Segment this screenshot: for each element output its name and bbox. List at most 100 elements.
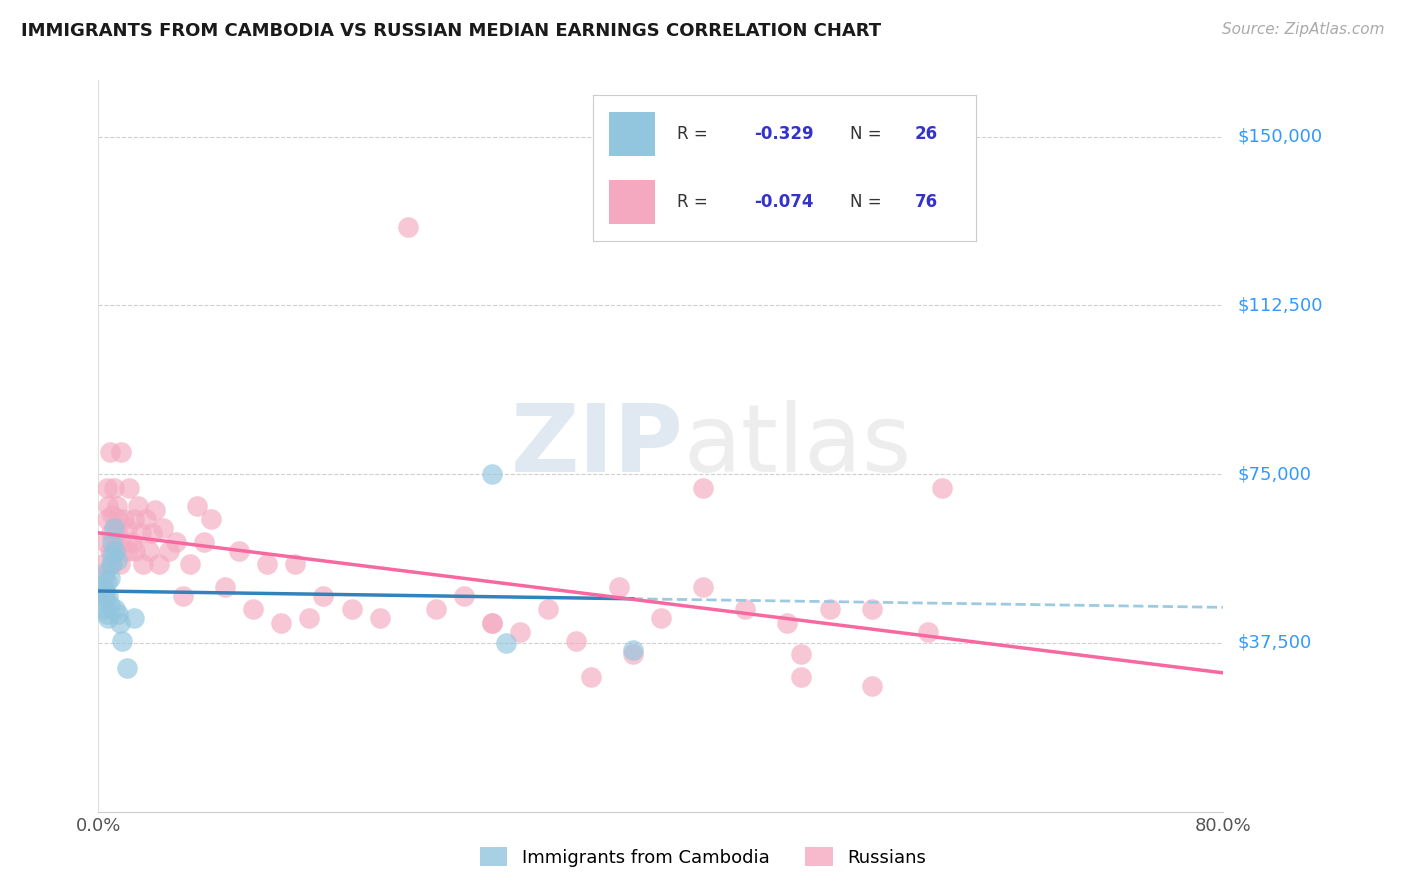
Point: [111, 633, 134, 648]
Point: [621, 647, 644, 661]
Point: [105, 499, 128, 513]
Point: [818, 602, 841, 616]
Point: [110, 444, 132, 458]
Point: [579, 670, 602, 684]
Point: [115, 661, 138, 675]
Point: [165, 534, 187, 549]
Point: [101, 534, 124, 549]
Point: [94, 534, 117, 549]
Text: Source: ZipAtlas.com: Source: ZipAtlas.com: [1222, 22, 1385, 37]
Point: [104, 543, 127, 558]
Point: [565, 633, 588, 648]
Text: atlas: atlas: [683, 400, 911, 492]
Point: [148, 557, 170, 571]
Point: [105, 525, 128, 540]
Point: [121, 534, 143, 549]
Text: ZIP: ZIP: [510, 400, 683, 492]
Text: $150,000: $150,000: [1237, 128, 1322, 145]
Point: [96, 512, 118, 526]
Point: [607, 580, 630, 594]
Point: [340, 602, 363, 616]
Point: [242, 602, 264, 616]
Point: [509, 624, 531, 639]
Point: [860, 679, 883, 693]
Point: [368, 611, 391, 625]
Point: [790, 647, 813, 661]
Point: [96, 607, 118, 621]
Point: [917, 624, 939, 639]
Point: [101, 557, 124, 571]
Point: [214, 580, 236, 594]
Point: [172, 589, 194, 603]
Point: [101, 548, 124, 562]
Point: [228, 543, 250, 558]
Point: [104, 543, 127, 558]
Point: [97, 611, 120, 625]
Text: $37,500: $37,500: [1237, 634, 1312, 652]
Point: [734, 602, 756, 616]
Point: [93, 571, 115, 585]
Point: [118, 481, 141, 495]
Point: [112, 512, 135, 526]
Point: [256, 557, 278, 571]
Point: [96, 481, 118, 495]
Point: [495, 636, 517, 650]
Point: [103, 521, 125, 535]
Point: [481, 467, 503, 482]
Point: [152, 521, 174, 535]
Point: [122, 611, 145, 625]
Point: [93, 593, 115, 607]
Point: [193, 534, 215, 549]
Point: [481, 615, 503, 630]
Text: $75,000: $75,000: [1237, 465, 1312, 483]
Point: [94, 584, 117, 599]
Point: [97, 589, 120, 603]
Point: [91, 557, 114, 571]
Point: [98, 444, 121, 458]
Point: [860, 602, 883, 616]
Point: [108, 557, 131, 571]
Point: [117, 543, 139, 558]
Point: [132, 557, 155, 571]
Point: [179, 557, 201, 571]
Point: [138, 543, 160, 558]
Point: [537, 602, 560, 616]
Point: [107, 512, 129, 526]
Point: [108, 615, 131, 630]
Text: $112,500: $112,500: [1237, 296, 1323, 314]
Point: [621, 642, 644, 657]
Point: [96, 575, 118, 590]
Point: [931, 481, 953, 495]
Point: [103, 481, 125, 495]
Point: [453, 589, 475, 603]
Point: [115, 521, 138, 535]
Point: [270, 615, 292, 630]
Point: [100, 557, 122, 571]
Point: [107, 607, 129, 621]
Point: [124, 543, 146, 558]
Point: [104, 602, 127, 616]
Point: [101, 508, 124, 522]
Point: [105, 552, 128, 566]
Point: [111, 534, 134, 549]
Point: [692, 580, 714, 594]
Point: [692, 481, 714, 495]
Point: [94, 566, 117, 581]
Point: [135, 512, 157, 526]
Point: [298, 611, 321, 625]
Point: [425, 602, 447, 616]
Point: [481, 615, 503, 630]
Point: [284, 557, 307, 571]
Point: [776, 615, 799, 630]
Point: [98, 571, 121, 585]
Point: [93, 602, 115, 616]
Point: [157, 543, 180, 558]
Point: [94, 589, 117, 603]
Point: [312, 589, 335, 603]
Point: [100, 525, 122, 540]
Point: [396, 219, 419, 234]
Point: [91, 580, 114, 594]
Point: [141, 525, 163, 540]
Point: [186, 499, 208, 513]
Legend: Immigrants from Cambodia, Russians: Immigrants from Cambodia, Russians: [472, 840, 934, 874]
